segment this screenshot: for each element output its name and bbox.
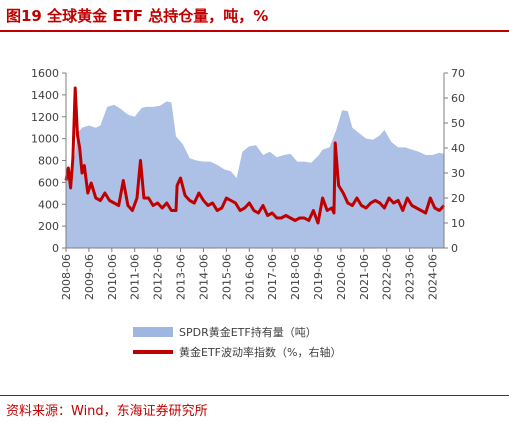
x-tick-label: 2015-06 — [220, 254, 233, 300]
x-tick-label: 2010-06 — [106, 254, 119, 300]
x-tick-label: 2017-06 — [266, 254, 279, 300]
legend-label: SPDR黄金ETF持有量（吨） — [179, 325, 317, 339]
x-tick-label: 2020-06 — [335, 254, 348, 300]
spdr-holdings-area-group — [66, 101, 444, 249]
chart-canvas: 0 200 400 600 800 1000 1200 1400 1600 0 10 20 30 40 50… — [31, 67, 465, 359]
x-tick-label: 2009-06 — [83, 254, 96, 300]
right-tick-label: 40 — [451, 142, 465, 155]
left-tick-label: 0 — [52, 242, 59, 255]
x-tick-label: 2011-06 — [129, 254, 142, 300]
right-tick-label: 70 — [451, 67, 465, 80]
right-tick-label: 50 — [451, 117, 465, 130]
x-tick-label: 2023-06 — [404, 254, 417, 300]
x-tick-label: 2014-06 — [197, 254, 210, 300]
x-tick-label: 2018-06 — [289, 254, 302, 300]
left-tick-label: 1200 — [31, 111, 59, 124]
right-tick-label: 20 — [451, 192, 465, 205]
left-tick-label: 800 — [38, 155, 59, 168]
source-note: 资料来源：Wind，东海证券研究所 — [6, 404, 208, 419]
x-tick-label: 2012-06 — [152, 254, 165, 300]
left-tick-label: 600 — [38, 176, 59, 189]
legend-group: SPDR黄金ETF持有量（吨） 黄金ETF波动率指数（%，右轴） — [133, 325, 341, 359]
x-tick-label: 2019-06 — [312, 254, 325, 300]
x-tick-label: 2022-06 — [381, 254, 394, 300]
left-tick-label: 1600 — [31, 67, 59, 80]
x-tick-label: 2013-06 — [175, 254, 188, 300]
right-tick-label: 0 — [451, 242, 458, 255]
source-divider — [0, 395, 509, 396]
left-tick-label: 1400 — [31, 89, 59, 102]
x-tick-label: 2008-06 — [60, 254, 73, 300]
axes-group: 0 200 400 600 800 1000 1200 1400 1600 0 10 20 30 40 50… — [31, 67, 465, 300]
left-tick-label: 1000 — [31, 133, 59, 146]
x-tick-label: 2016-06 — [243, 254, 256, 300]
left-tick-label: 200 — [38, 220, 59, 233]
legend-swatch-area — [133, 327, 173, 337]
title-divider — [0, 30, 509, 32]
volatility-line-group — [64, 86, 446, 225]
volatility-index-line — [64, 86, 446, 225]
chart-title: 图19 全球黄金 ETF 总持仓量，吨，% — [6, 7, 269, 25]
right-tick-label: 30 — [451, 167, 465, 180]
right-tick-label: 60 — [451, 92, 465, 105]
x-tick-label: 2021-06 — [358, 254, 371, 300]
left-tick-label: 400 — [38, 198, 59, 211]
spdr-holdings-area — [66, 101, 444, 249]
right-tick-label: 10 — [451, 217, 465, 230]
x-tick-label: 2024-06 — [427, 254, 440, 300]
legend-label: 黄金ETF波动率指数（%，右轴） — [179, 345, 341, 359]
